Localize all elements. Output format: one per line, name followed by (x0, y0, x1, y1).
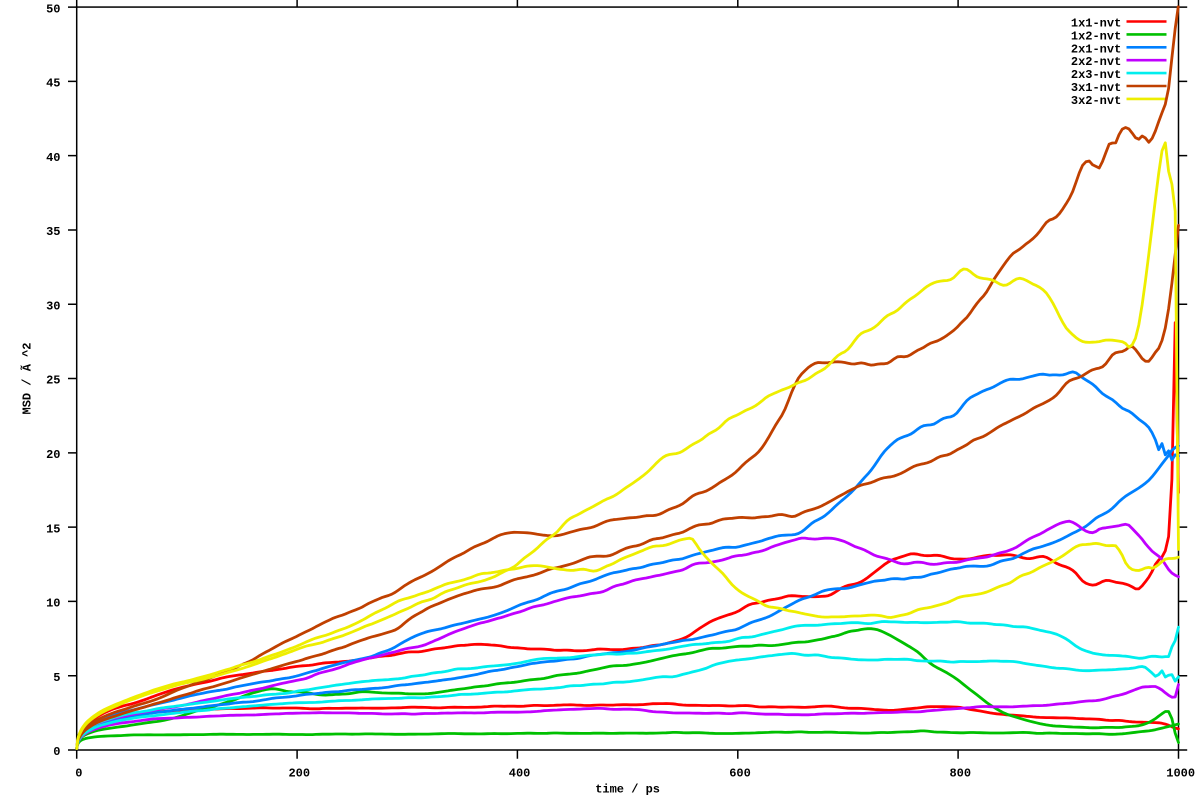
svg-text:45: 45 (46, 77, 60, 91)
svg-text:800: 800 (949, 766, 971, 780)
svg-text:time / ps: time / ps (595, 783, 660, 797)
svg-text:10: 10 (46, 597, 60, 611)
svg-text:0: 0 (53, 745, 60, 759)
svg-text:50: 50 (46, 2, 60, 16)
svg-text:3x2-nvt: 3x2-nvt (1071, 94, 1121, 108)
svg-text:20: 20 (46, 448, 60, 462)
svg-text:2x3-nvt: 2x3-nvt (1071, 68, 1121, 82)
svg-text:2x2-nvt: 2x2-nvt (1071, 55, 1121, 69)
svg-text:1x2-nvt: 1x2-nvt (1071, 29, 1121, 43)
svg-text:0: 0 (75, 766, 82, 780)
svg-text:MSD / Ã ^2: MSD / Ã ^2 (20, 342, 35, 414)
svg-text:3x1-nvt: 3x1-nvt (1071, 81, 1121, 95)
svg-text:25: 25 (46, 374, 60, 388)
svg-text:15: 15 (46, 522, 60, 536)
svg-text:30: 30 (46, 299, 60, 313)
svg-text:5: 5 (53, 671, 60, 685)
svg-text:1x1-nvt: 1x1-nvt (1071, 17, 1121, 31)
svg-text:1000: 1000 (1166, 766, 1195, 780)
svg-text:2x1-nvt: 2x1-nvt (1071, 42, 1121, 56)
svg-text:40: 40 (46, 151, 60, 165)
svg-text:200: 200 (288, 766, 310, 780)
svg-text:35: 35 (46, 225, 60, 239)
svg-text:600: 600 (729, 766, 751, 780)
svg-text:400: 400 (509, 766, 531, 780)
